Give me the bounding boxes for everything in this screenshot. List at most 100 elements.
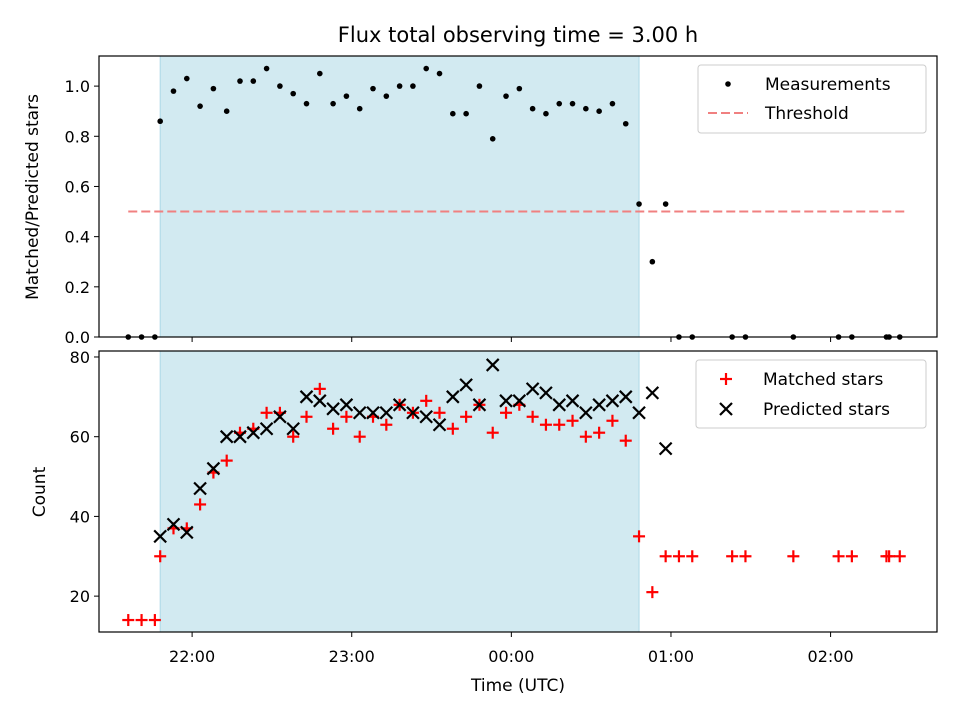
top-plot-frame	[98, 55, 938, 338]
predicted-point	[632, 406, 646, 420]
matched-point	[539, 418, 552, 431]
measurement-point	[410, 83, 416, 89]
matched-point	[672, 550, 685, 563]
measurement-point	[157, 118, 163, 125]
measurement-point	[556, 100, 563, 107]
matched-point	[380, 418, 393, 431]
predicted-point	[206, 461, 221, 476]
measurement-point	[436, 70, 443, 77]
measurement-point	[277, 83, 283, 89]
measurement-point	[649, 258, 656, 265]
predicted-point	[166, 517, 181, 532]
matched-point	[845, 550, 858, 563]
top-legend: Measurements Threshold	[697, 64, 927, 134]
top-ytick-label: 0.8	[65, 127, 90, 146]
xtick-label: 01:00	[648, 647, 694, 666]
xtick-label: 22:00	[169, 647, 215, 666]
predicted-point	[512, 394, 527, 408]
measurement-point	[636, 201, 642, 207]
predicted-point	[379, 406, 394, 420]
predicted-point	[605, 394, 620, 408]
measurement-point	[516, 85, 523, 92]
top-ytick-label: 0.6	[65, 177, 90, 196]
measurement-point	[330, 100, 336, 107]
predicted-point	[326, 402, 340, 416]
bot-ytick-label: 80	[70, 348, 90, 367]
bottom-xlabel: Time (UTC)	[470, 676, 565, 696]
matched-point	[420, 394, 433, 407]
predicted-point	[499, 394, 513, 408]
matched-point	[726, 550, 739, 563]
matched-point	[526, 410, 539, 423]
top-plot: 0.0 0.2 0.4 0.6 0.8 1.0 Matched/Predicted sta…	[23, 55, 938, 347]
predicted-point	[459, 378, 473, 392]
predicted-point	[180, 525, 194, 540]
matched-point	[154, 550, 167, 563]
xtick-label: 02:00	[808, 647, 854, 666]
matched-point	[194, 498, 207, 511]
predicted-point	[339, 398, 354, 412]
predicted-point	[299, 390, 314, 404]
predicted-point	[273, 409, 287, 424]
matched-point	[340, 410, 353, 423]
predicted-point	[219, 429, 234, 444]
matched-point	[135, 614, 148, 627]
measurement-point	[622, 120, 629, 127]
top-legend-frame	[697, 64, 927, 134]
matched-point	[659, 550, 672, 563]
matched-point	[593, 426, 606, 439]
measurement-point	[476, 83, 483, 89]
top-ytick-label: 0.2	[65, 278, 90, 297]
measurement-point	[463, 110, 469, 117]
matched-point	[686, 550, 699, 563]
measurement-point	[250, 78, 257, 84]
measurement-point	[423, 65, 430, 72]
top-ytick-label: 0.4	[65, 228, 90, 247]
measurement-point	[450, 110, 456, 117]
matched-point	[446, 422, 459, 435]
bottom-plot-frame	[98, 350, 938, 633]
measurement-point	[662, 201, 669, 207]
matched-point	[300, 410, 313, 423]
chart-title: Flux total observing time = 3.00 h	[338, 23, 698, 47]
matched-point	[787, 550, 800, 563]
measurement-point	[356, 105, 363, 112]
measurement-point	[543, 110, 549, 117]
matched-point	[606, 414, 619, 427]
measurement-point	[609, 100, 616, 107]
legend-predicted-label: Predicted stars	[763, 400, 890, 420]
matched-point	[619, 434, 632, 447]
matched-point	[287, 430, 300, 443]
predicted-point	[472, 398, 487, 412]
matched-point	[148, 614, 161, 627]
measurement-point	[290, 90, 297, 97]
matched-point	[327, 422, 340, 435]
measurement-point	[223, 108, 230, 114]
bottom-ylabel: Count	[30, 466, 50, 517]
legend-measurements-marker	[725, 81, 731, 87]
measurement-point	[183, 75, 190, 82]
predicted-point	[645, 386, 660, 400]
predicted-point	[406, 406, 420, 420]
matched-point	[460, 410, 473, 423]
matched-point	[553, 418, 566, 431]
bottom-legend-frame	[695, 359, 927, 429]
measurement-point	[503, 93, 509, 99]
matched-point	[579, 430, 592, 443]
matched-point	[260, 406, 273, 419]
predicted-point	[153, 529, 167, 544]
predicted-point	[366, 406, 380, 420]
bot-series-1	[153, 358, 673, 544]
legend-matched-label: Matched stars	[763, 370, 883, 390]
legend-measurements-label: Measurements	[765, 75, 891, 95]
predicted-point	[233, 429, 247, 444]
predicted-point	[193, 481, 207, 496]
matched-point	[313, 382, 326, 395]
measurement-point	[263, 65, 270, 72]
measurement-point	[396, 83, 403, 89]
bot-observing-span	[159, 350, 640, 633]
predicted-point	[246, 425, 261, 440]
measurement-point	[317, 70, 323, 77]
